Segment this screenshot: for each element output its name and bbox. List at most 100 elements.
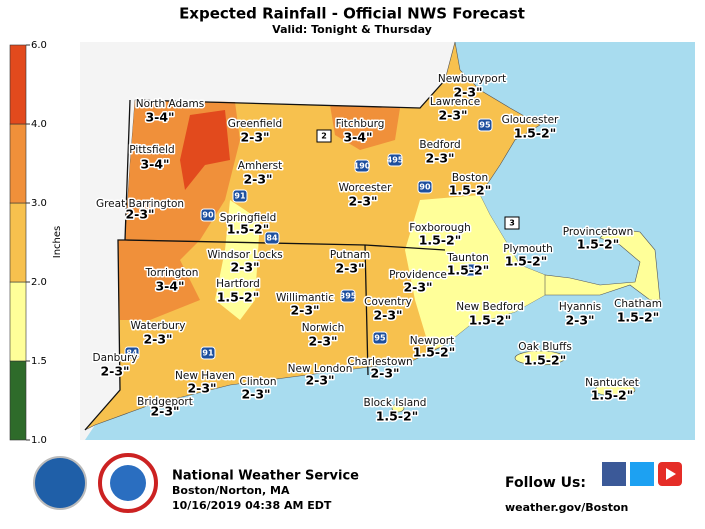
- follow-us: Follow Us:: [505, 475, 586, 491]
- rainfall-amount: 1.5-2": [617, 310, 660, 325]
- highway-number: 3: [509, 219, 515, 228]
- legend-band: [9, 360, 27, 441]
- city-name: Oak Bluffs: [518, 341, 572, 353]
- cape-cod: [544, 227, 661, 301]
- map: [80, 41, 695, 440]
- area-1-5-2: [215, 200, 260, 320]
- marthas-vineyard: [514, 350, 566, 366]
- highway-number: 90: [419, 183, 431, 192]
- rainfall-amount: 2-3": [305, 373, 334, 388]
- highway-number: 190: [354, 162, 371, 171]
- rainfall-amount: 1.5-2": [227, 222, 270, 237]
- rainfall-amount: 1.5-2": [469, 313, 512, 328]
- highway-number: 91: [202, 349, 214, 358]
- city-name: Chatham: [614, 298, 662, 310]
- state-borders: [84, 79, 446, 431]
- city-name: Bedford: [419, 139, 460, 151]
- city-name: Charlestown: [347, 356, 412, 368]
- legend-band: [9, 202, 27, 283]
- rainfall-amount: 1.5-2": [524, 353, 567, 368]
- youtube-play: [666, 468, 676, 480]
- rainfall-amount: 3-4": [155, 279, 184, 294]
- rainfall-amount: 2-3": [187, 381, 216, 396]
- legend-tick-label: 4.0: [31, 119, 47, 130]
- city-name: Coventry: [364, 296, 412, 308]
- facebook-icon[interactable]: [602, 462, 626, 486]
- city-name: Provincetown: [563, 226, 633, 238]
- city-name: Danbury: [92, 352, 137, 364]
- rainfall-amount: 2-3": [143, 332, 172, 347]
- rainfall-amount: 2-3": [565, 313, 594, 328]
- rainfall-amount: 2-3": [453, 85, 482, 100]
- legend-tick-label: 3.0: [31, 198, 47, 209]
- rainfall-amount: 1.5-2": [447, 263, 490, 278]
- city-name: Fitchburg: [336, 118, 385, 130]
- rainfall-amount: 2-3": [425, 151, 454, 166]
- rainfall-amount: 1.5-2": [449, 183, 492, 198]
- city-name: Block Island: [364, 397, 427, 409]
- rainfall-amount: 2-3": [150, 404, 179, 419]
- legend-band: [9, 123, 27, 204]
- city-name: Amherst: [238, 160, 282, 172]
- twitter-icon[interactable]: [630, 462, 654, 486]
- rainfall-amount: 1.5-2": [514, 126, 557, 141]
- highway-shield: [477, 118, 493, 132]
- area-3-4: [330, 105, 400, 150]
- highway-shield: [417, 180, 433, 194]
- city-name: Great Barrington: [96, 198, 184, 210]
- city-name: Pittsfield: [129, 144, 174, 156]
- highway-number: 495: [387, 156, 404, 165]
- rainfall-amount: 2-3": [243, 172, 272, 187]
- highway-shield: [264, 231, 280, 245]
- legend-tick-label: 1.0: [31, 435, 47, 446]
- city-name: Lawrence: [430, 96, 480, 108]
- city-name: Newport: [410, 335, 454, 347]
- rainfall-amount: 2-3": [308, 334, 337, 349]
- city-name: Torrington: [145, 267, 199, 279]
- nws-logo-inner: [110, 465, 146, 501]
- rainfall-amount: 2-3": [335, 261, 364, 276]
- highway-shield: [340, 289, 356, 303]
- title: Expected Rainfall - Official NWS Forecas…: [179, 5, 525, 23]
- rainfall-amount: 2-3": [373, 308, 402, 323]
- footer: [33, 453, 682, 513]
- rainfall-amount: 3-4": [343, 130, 372, 145]
- highway-number: 84: [266, 234, 278, 243]
- city-name: Bridgeport: [137, 396, 193, 408]
- subtitle: Valid: Tonight & Thursday: [272, 23, 432, 36]
- city-name: Hartford: [216, 278, 260, 290]
- rainfall-amount: 1.5-2": [505, 254, 548, 269]
- rainfall-amount: 1.5-2": [376, 409, 419, 424]
- rainfall-amount: 3-4": [145, 110, 174, 125]
- city-name: Norwich: [302, 322, 345, 334]
- city-name: Gloucester: [502, 114, 559, 126]
- city-name: Waterbury: [131, 320, 186, 332]
- highway-number: 95: [479, 121, 491, 130]
- city-name: Willimantic: [276, 292, 334, 304]
- highway-shield: [387, 153, 403, 167]
- rainfall-amount: 2-3": [230, 260, 259, 275]
- city-name: Providence: [389, 269, 447, 281]
- highway-shield: [200, 346, 216, 360]
- highway-shield: [354, 159, 370, 173]
- rainfall-amount: 1.5-2": [591, 388, 634, 403]
- highway-shield: [504, 216, 520, 230]
- rainfall-amount: 2-3": [240, 130, 269, 145]
- rainfall-amount: 2-3": [403, 280, 432, 295]
- city-name: Putnam: [330, 249, 370, 261]
- rainfall-amount: 2-3": [438, 108, 467, 123]
- legend-band: [9, 44, 27, 125]
- highway-number: 90: [202, 211, 214, 220]
- city-name: Clinton: [239, 376, 276, 388]
- highway-shield: [372, 331, 388, 345]
- nantucket-island: [594, 383, 636, 397]
- city-name: Windsor Locks: [207, 249, 282, 261]
- timestamp: 10/16/2019 04:38 AM EDT: [172, 499, 332, 512]
- highway-number: 2: [321, 132, 327, 141]
- rainfall-amount: 1.5-2": [577, 237, 620, 252]
- website: weather.gov/Boston: [505, 501, 628, 514]
- rainfall-amount: 3-4": [140, 157, 169, 172]
- legend-title: Inches: [52, 226, 63, 259]
- city-name: Hyannis: [559, 301, 601, 313]
